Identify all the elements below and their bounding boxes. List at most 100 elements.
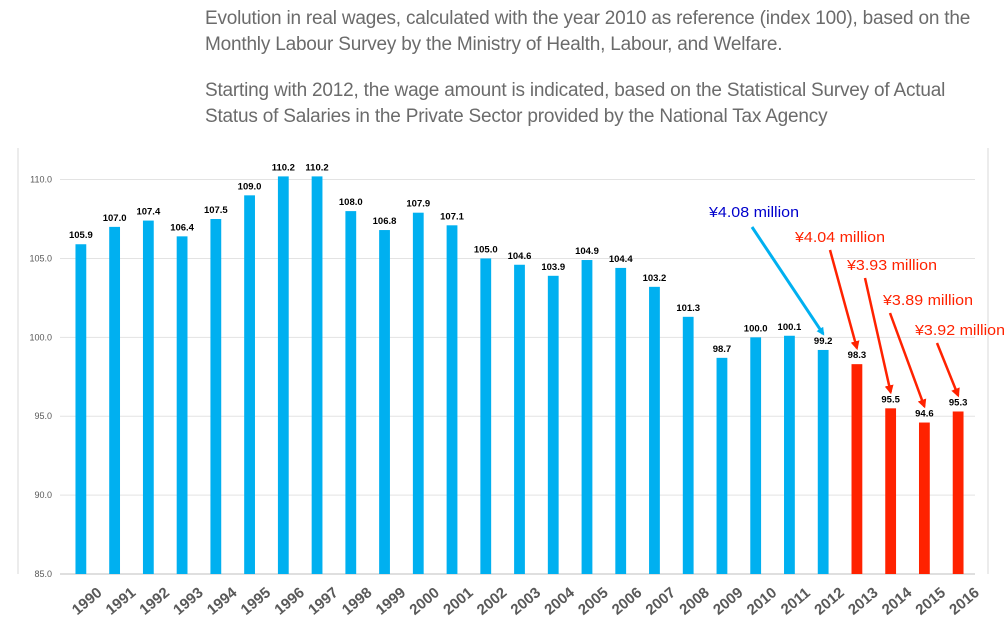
value-label-1994: 107.5 <box>204 205 228 216</box>
value-label-2009: 98.7 <box>713 344 732 355</box>
x-tick-label-1995: 1995 <box>238 584 274 618</box>
annotation-arrow-2012 <box>750 226 825 336</box>
x-tick-label-1991: 1991 <box>103 584 139 618</box>
value-label-1996: 110.2 <box>272 162 295 173</box>
value-label-2012: 99.2 <box>814 336 833 347</box>
bar-2003 <box>514 264 525 574</box>
x-tick-label-2016: 2016 <box>946 584 982 618</box>
value-label-2003: 104.6 <box>508 251 532 262</box>
bar-2009 <box>716 357 728 574</box>
annotation-label-2012: ¥4.08 million <box>708 204 799 221</box>
annotation-label-2016: ¥3.92 million <box>914 322 1005 339</box>
bar-1999 <box>379 230 390 575</box>
bar-2016 <box>952 411 964 574</box>
x-tick-label-2001: 2001 <box>440 584 476 618</box>
x-tick-label-2015: 2015 <box>912 584 948 618</box>
value-label-1992: 107.4 <box>136 207 160 218</box>
bar-2011 <box>784 335 795 574</box>
value-label-1995: 109.0 <box>238 181 262 192</box>
bar-1998 <box>345 211 357 574</box>
annotation-arrow-2015 <box>888 312 927 409</box>
x-tick-label-1994: 1994 <box>204 584 241 619</box>
bar-2005 <box>581 260 593 574</box>
x-tick-label-2009: 2009 <box>710 584 746 618</box>
value-label-2000: 107.9 <box>406 199 430 210</box>
bar-2006 <box>615 267 627 574</box>
value-label-2007: 103.2 <box>643 273 667 284</box>
value-label-2015: 94.6 <box>915 409 934 420</box>
x-axis-ticks: 1990199119921993199419951996199719981999… <box>69 584 983 619</box>
bar-2012 <box>817 349 829 574</box>
value-label-1991: 107.0 <box>103 213 127 224</box>
bar-1995 <box>244 195 255 575</box>
x-tick-label-1996: 1996 <box>271 584 307 618</box>
annotation-arrow-2016 <box>935 342 960 398</box>
bar-1990 <box>75 244 87 574</box>
y-tick-label: 100.0 <box>29 332 52 342</box>
chart-frame <box>17 148 989 574</box>
bar-1992 <box>142 220 154 575</box>
y-tick-label: 105.0 <box>29 253 52 263</box>
bar-2010 <box>750 337 762 574</box>
bar-2015 <box>918 422 930 574</box>
bar-2002 <box>480 258 492 574</box>
value-label-2005: 104.9 <box>575 246 599 257</box>
value-label-2004: 103.9 <box>541 262 565 273</box>
value-label-2013: 98.3 <box>848 350 867 361</box>
annotation-arrow-2014 <box>863 277 894 395</box>
x-tick-label-2000: 2000 <box>406 584 442 618</box>
bar-2001 <box>446 225 458 575</box>
annotation-label-2015: ¥3.89 million <box>882 292 973 309</box>
value-label-2002: 105.0 <box>474 244 498 255</box>
value-label-1997: 110.2 <box>305 162 328 173</box>
x-tick-label-2011: 2011 <box>778 584 814 618</box>
annotation-label-2014: ¥3.93 million <box>846 257 937 274</box>
x-tick-label-1992: 1992 <box>136 584 172 618</box>
value-label-2001: 107.1 <box>440 211 464 222</box>
caption-line-2: Starting with 2012, the wage amount is i… <box>205 80 946 127</box>
y-axis-ticks: 85.0 90.0 95.0 100.0 105.0 110.0 <box>29 175 52 579</box>
x-tick-label-2014: 2014 <box>879 584 916 619</box>
value-label-2016: 95.3 <box>949 397 968 408</box>
bar-1994 <box>210 219 222 574</box>
value-label-1993: 106.4 <box>170 222 194 233</box>
x-tick-label-2010: 2010 <box>744 584 780 618</box>
annotation-label-2013: ¥4.04 million <box>794 229 885 246</box>
annotation-arrow-2013 <box>828 249 860 351</box>
value-label-1999: 106.8 <box>373 216 397 227</box>
x-tick-label-1993: 1993 <box>170 584 206 618</box>
x-tick-label-1999: 1999 <box>373 584 409 618</box>
x-tick-label-2013: 2013 <box>845 584 881 618</box>
caption-line-1: Evolution in real wages, calculated with… <box>205 8 971 55</box>
y-tick-label: 95.0 <box>34 411 52 421</box>
bar-2007 <box>649 286 660 574</box>
bar-2008 <box>682 316 694 574</box>
value-labels: 105.9 107.0 107.4 106.4 107.5 109.0 110.2 110.2… <box>69 162 967 419</box>
value-label-1998: 108.0 <box>339 197 363 208</box>
x-tick-label-1990: 1990 <box>69 584 105 618</box>
x-tick-label-1998: 1998 <box>339 584 375 618</box>
value-label-2010: 100.0 <box>744 323 768 334</box>
x-tick-label-2004: 2004 <box>541 584 578 619</box>
value-label-2014: 95.5 <box>881 394 900 405</box>
bar-2014 <box>885 408 897 574</box>
value-label-2006: 104.4 <box>609 254 633 265</box>
x-tick-label-2012: 2012 <box>811 584 847 618</box>
x-tick-label-2008: 2008 <box>676 584 712 618</box>
bar-1997 <box>311 176 323 574</box>
bars <box>75 176 964 575</box>
y-tick-label: 110.0 <box>30 175 52 185</box>
value-label-1990: 105.9 <box>69 230 93 241</box>
x-tick-label-1997: 1997 <box>305 584 341 618</box>
bar-1996 <box>277 176 289 574</box>
x-tick-label-2003: 2003 <box>508 584 544 618</box>
bar-2004 <box>547 275 559 574</box>
y-tick-label: 90.0 <box>34 490 52 500</box>
x-tick-label-2002: 2002 <box>474 584 510 618</box>
y-tick-label: 85.0 <box>34 569 52 579</box>
bar-2013 <box>851 364 863 574</box>
bar-1993 <box>176 236 188 574</box>
x-tick-label-2006: 2006 <box>609 584 645 618</box>
bar-2000 <box>412 212 424 574</box>
